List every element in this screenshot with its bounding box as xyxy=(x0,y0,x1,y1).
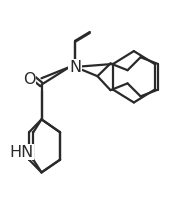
Text: N: N xyxy=(69,60,81,75)
Text: O: O xyxy=(23,71,35,86)
Text: HN: HN xyxy=(9,145,34,160)
